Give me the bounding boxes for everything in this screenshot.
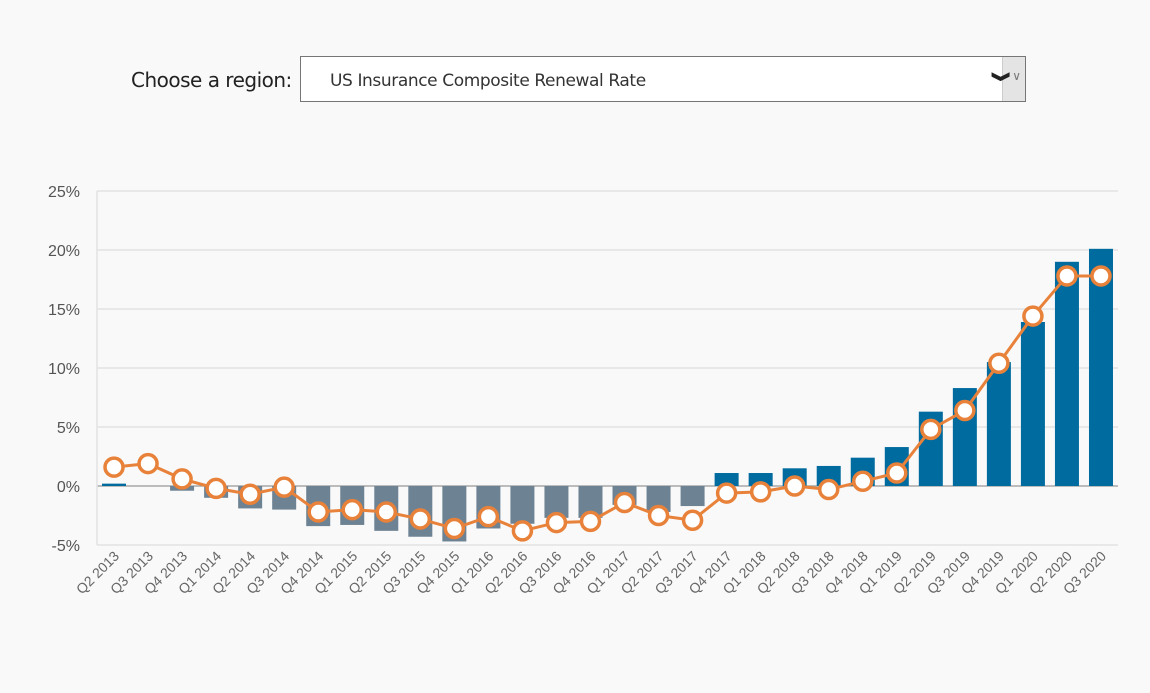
line-point-q3-2016[interactable] [545,511,568,534]
bar-q3-2017[interactable] [680,486,705,507]
line-series [103,265,1112,542]
y-axis-ticks: -5% 0% 5% 10% 15% 20% 25% [48,184,80,555]
line-point-q1-2016[interactable] [477,505,500,528]
bar-q1-2018[interactable] [748,473,773,486]
bar-q4-2019[interactable] [986,362,1011,486]
region-selector-row: Choose a region: US Insurance Composite … [0,56,1150,104]
line-point-q3-2020[interactable] [1090,265,1112,287]
line-point-q1-2019[interactable] [886,462,908,484]
y-tick-label: 0% [57,479,80,496]
line-point-q3-2018[interactable] [817,478,840,501]
bar-q3-2020[interactable] [1088,248,1113,486]
line-point-q2-2016[interactable] [511,520,534,542]
grid-lines [96,190,1118,546]
y-tick-label: 25% [48,184,80,201]
line-point-q2-2019[interactable] [920,418,942,441]
chevron-down-small-icon: ∨ [1012,69,1021,83]
region-select[interactable]: US Insurance Composite Renewal Rate ❱ ∨ [300,56,1026,102]
line-point-q2-2018[interactable] [783,475,806,497]
line-point-q3-2013[interactable] [137,452,159,475]
bar-q2-2013[interactable] [102,483,127,486]
line-point-q4-2014[interactable] [307,501,329,523]
region-select-value: US Insurance Composite Renewal Rate [330,71,646,91]
line-point-q3-2019[interactable] [954,399,976,422]
region-label: Choose a region: [131,68,292,92]
y-tick-label: 20% [48,243,80,260]
line-point-q1-2015[interactable] [341,498,363,521]
line-point-q4-2019[interactable] [988,352,1010,375]
line-point-q3-2015[interactable] [409,508,432,530]
line-point-q4-2013[interactable] [171,468,193,490]
line-point-q4-2016[interactable] [579,510,602,533]
line-point-q4-2017[interactable] [715,482,738,504]
line-point-q2-2014[interactable] [239,483,261,506]
line-point-q2-2020[interactable] [1056,265,1078,287]
line-point-q1-2017[interactable] [613,491,636,514]
y-tick-label: -5% [52,538,80,555]
y-tick-label: 5% [57,420,80,437]
line-point-q4-2015[interactable] [443,517,466,540]
line-point-q3-2014[interactable] [273,476,295,498]
line-point-q1-2018[interactable] [749,481,772,503]
line-point-q4-2018[interactable] [852,470,874,493]
bar-q2-2016[interactable] [510,486,535,524]
line-point-q2-2013[interactable] [103,456,125,478]
line-point-q3-2017[interactable] [681,509,704,531]
bar-q4-2017[interactable] [714,473,739,486]
select-arrow-button[interactable] [1002,57,1025,101]
line-point-q2-2015[interactable] [375,501,398,523]
line-point-q1-2020[interactable] [1022,305,1044,327]
bar-q1-2020[interactable] [1020,321,1045,486]
line-point-q1-2014[interactable] [205,477,227,500]
bar-q2-2020[interactable] [1054,261,1079,486]
y-tick-label: 10% [48,361,80,378]
y-tick-label: 15% [48,302,80,319]
line-point-q2-2017[interactable] [647,504,670,527]
